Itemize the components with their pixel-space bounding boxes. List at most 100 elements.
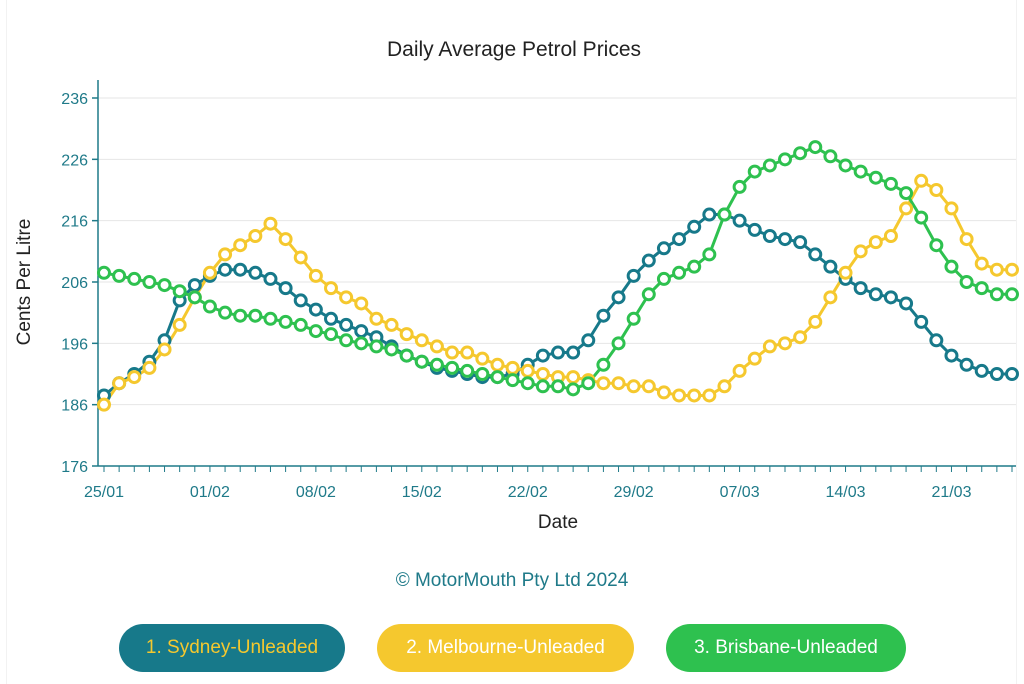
data-point: [278, 232, 293, 247]
data-point: [324, 311, 338, 326]
data-point: [853, 164, 868, 179]
data-point: [581, 376, 596, 391]
data-point: [853, 281, 868, 296]
data-point: [445, 345, 460, 360]
data-point: [1005, 367, 1019, 381]
copyright-notice: © MotorMouth Pty Ltd 2024: [395, 570, 629, 591]
series-lines: [97, 140, 1019, 412]
data-point: [747, 222, 762, 237]
data-point: [656, 385, 671, 400]
x-tick-label: 25/01: [84, 484, 124, 501]
data-point: [883, 176, 898, 191]
data-point: [535, 379, 550, 394]
data-point: [263, 216, 278, 231]
y-tick-label: 206: [61, 275, 88, 292]
data-point: [823, 259, 838, 274]
data-point: [611, 290, 626, 305]
data-point: [808, 140, 823, 155]
data-point: [293, 250, 308, 265]
data-point: [626, 379, 641, 394]
data-point: [762, 339, 777, 354]
data-point: [566, 345, 581, 360]
data-point: [429, 339, 444, 354]
y-tick-label: 216: [61, 214, 88, 231]
data-point: [202, 265, 217, 280]
data-point: [505, 373, 520, 388]
data-point: [308, 268, 323, 283]
data-point: [868, 287, 883, 302]
data-point: [687, 388, 702, 403]
data-point: [687, 259, 702, 274]
x-tick-label: 08/02: [296, 484, 336, 501]
data-point: [672, 232, 687, 247]
data-point: [989, 367, 1004, 381]
data-point: [747, 351, 762, 366]
data-point: [672, 265, 687, 280]
y-tick-label: 226: [61, 152, 88, 169]
x-tick-label: 14/03: [826, 484, 866, 501]
data-point: [369, 311, 384, 326]
data-point: [641, 287, 656, 302]
data-point: [339, 290, 354, 305]
data-point: [112, 268, 127, 283]
data-point: [1005, 262, 1019, 277]
data-point: [490, 370, 505, 385]
data-point: [944, 201, 959, 216]
data-point: [672, 388, 687, 403]
data-point: [460, 363, 475, 378]
data-point: [914, 173, 929, 188]
data-point: [566, 370, 581, 385]
data-point: [778, 152, 792, 167]
data-point: [475, 367, 490, 381]
data-point: [868, 235, 883, 250]
data-point: [974, 281, 989, 296]
data-point: [626, 311, 641, 326]
data-point: [656, 271, 671, 286]
data-point: [581, 333, 596, 348]
data-point: [944, 259, 959, 274]
data-point: [157, 278, 172, 293]
x-tick-label: 01/02: [190, 484, 230, 501]
data-point: [808, 247, 823, 262]
y-tick-label: 186: [61, 398, 88, 415]
data-point: [384, 342, 399, 357]
data-point: [914, 314, 929, 329]
data-point: [914, 210, 929, 225]
chart-title: Daily Average Petrol Prices: [387, 38, 641, 61]
data-point: [656, 241, 671, 256]
legend-brisbane-button[interactable]: 3. Brisbane-Unleaded: [666, 624, 906, 672]
data-point: [989, 262, 1004, 277]
data-point: [611, 336, 626, 351]
data-point: [793, 235, 808, 250]
data-point: [626, 268, 641, 283]
data-point: [384, 317, 399, 332]
gridlines: [98, 97, 1016, 406]
data-point: [248, 265, 263, 280]
data-point: [732, 363, 747, 378]
data-point: [793, 146, 808, 161]
y-tick-label: 236: [61, 91, 88, 108]
data-point: [308, 324, 323, 339]
data-point: [959, 232, 974, 247]
data-point: [127, 370, 142, 385]
data-point: [1005, 287, 1019, 302]
data-point: [929, 238, 944, 253]
data-point: [823, 290, 838, 305]
data-point: [248, 308, 263, 323]
data-point: [97, 265, 111, 280]
data-point: [959, 275, 974, 289]
legend-sydney-button[interactable]: 1. Sydney-Unleaded: [119, 624, 345, 672]
y-tick-label: 196: [61, 336, 88, 353]
data-point: [551, 345, 565, 360]
data-point: [778, 336, 792, 351]
data-point: [278, 314, 293, 329]
data-point: [823, 149, 838, 164]
data-point: [142, 275, 157, 289]
data-point: [414, 354, 429, 369]
data-point: [702, 388, 717, 403]
x-tick-label: 07/03: [720, 484, 760, 501]
data-point: [475, 351, 490, 366]
data-point: [354, 296, 369, 311]
legend-melbourne-button[interactable]: 2. Melbourne-Unleaded: [377, 624, 634, 672]
data-point: [793, 330, 808, 345]
